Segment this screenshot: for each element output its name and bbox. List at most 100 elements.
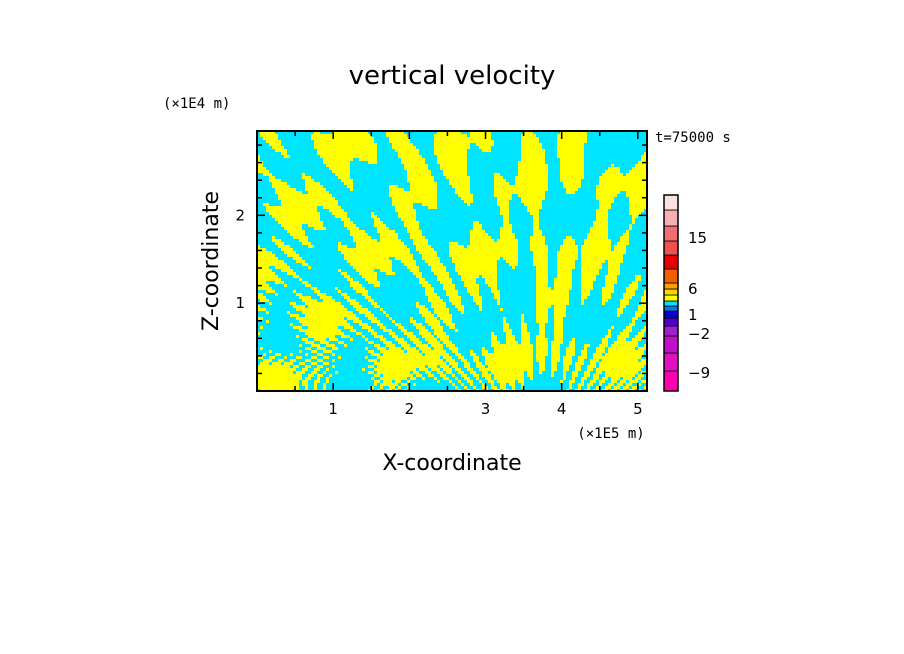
positive-velocity-cell: [587, 368, 593, 371]
positive-velocity-cell: [257, 167, 266, 170]
positive-velocity-cell: [452, 365, 458, 368]
positive-velocity-cell: [296, 335, 299, 338]
positive-velocity-cell: [563, 365, 569, 368]
positive-velocity-cell: [272, 146, 284, 149]
positive-velocity-cell: [626, 287, 638, 290]
positive-velocity-cell: [389, 194, 437, 197]
positive-velocity-cell: [266, 311, 269, 314]
positive-velocity-cell: [536, 278, 548, 281]
positive-velocity-cell: [398, 212, 416, 215]
positive-velocity-cell: [257, 287, 272, 290]
positive-velocity-cell: [473, 359, 479, 362]
positive-velocity-cell: [353, 287, 365, 290]
positive-velocity-cell: [314, 143, 377, 146]
positive-velocity-cell: [437, 275, 449, 278]
positive-velocity-cell: [335, 371, 338, 374]
positive-velocity-cell: [386, 272, 395, 275]
positive-velocity-cell: [479, 368, 533, 371]
positive-velocity-cell: [524, 131, 533, 134]
positive-velocity-cell: [467, 380, 473, 383]
positive-velocity-cell: [554, 320, 563, 323]
positive-velocity-cell: [641, 155, 647, 158]
positive-velocity-cell: [425, 260, 440, 263]
positive-velocity-cell: [521, 386, 524, 389]
positive-velocity-cell: [299, 329, 341, 332]
positive-velocity-cell: [551, 368, 557, 371]
colorbar-band: [663, 254, 679, 270]
positive-velocity-cell: [476, 302, 482, 305]
positive-velocity-cell: [305, 314, 356, 317]
positive-velocity-cell: [446, 371, 452, 374]
positive-velocity-cell: [257, 368, 296, 371]
positive-velocity-cell: [557, 152, 584, 155]
positive-velocity-cell: [500, 308, 503, 311]
positive-velocity-cell: [368, 359, 377, 362]
positive-velocity-cell: [389, 332, 395, 335]
positive-velocity-cell: [590, 230, 608, 233]
positive-velocity-cell: [521, 335, 530, 338]
positive-velocity-cell: [467, 287, 479, 290]
colorbar-band: [663, 240, 679, 256]
positive-velocity-cell: [332, 347, 338, 350]
positive-velocity-cell: [608, 332, 611, 335]
positive-velocity-cell: [314, 380, 320, 383]
positive-velocity-cell: [395, 206, 413, 209]
positive-velocity-cell: [503, 257, 518, 260]
positive-velocity-cell: [581, 263, 602, 266]
positive-velocity-cell: [473, 299, 482, 302]
positive-velocity-cell: [305, 332, 344, 335]
positive-velocity-cell: [302, 176, 311, 179]
positive-velocity-cell: [422, 254, 437, 257]
positive-velocity-cell: [458, 194, 473, 197]
positive-velocity-cell: [284, 251, 296, 254]
positive-velocity-cell: [551, 365, 557, 368]
positive-velocity-cell: [269, 356, 275, 359]
positive-velocity-cell: [299, 296, 311, 299]
positive-velocity-cell: [494, 293, 500, 296]
positive-velocity-cell: [632, 215, 638, 218]
positive-velocity-cell: [443, 368, 452, 371]
positive-velocity-cell: [560, 173, 584, 176]
positive-velocity-cell: [485, 278, 497, 281]
positive-velocity-cell: [335, 173, 350, 176]
positive-velocity-cell: [320, 155, 377, 158]
colorbar-band: [663, 370, 679, 392]
positive-velocity-cell: [257, 365, 290, 368]
positive-velocity-cell: [437, 371, 443, 374]
positive-velocity-cell: [305, 284, 311, 287]
positive-velocity-cell: [614, 341, 638, 344]
positive-velocity-cell: [605, 284, 614, 287]
positive-velocity-cell: [629, 323, 635, 326]
positive-velocity-cell: [332, 353, 335, 356]
positive-velocity-cell: [317, 293, 326, 296]
positive-velocity-cell: [422, 350, 446, 353]
positive-velocity-cell: [560, 179, 581, 182]
positive-velocity-cell: [470, 350, 473, 353]
positive-velocity-cell: [605, 353, 644, 356]
positive-velocity-cell: [536, 269, 548, 272]
positive-velocity-cell: [257, 263, 287, 266]
positive-velocity-cell: [503, 320, 506, 323]
positive-velocity-cell: [515, 176, 548, 179]
positive-velocity-cell: [635, 278, 641, 281]
positive-velocity-cell: [617, 311, 623, 314]
positive-velocity-cell: [341, 272, 347, 275]
positive-velocity-cell: [455, 188, 470, 191]
positive-velocity-cell: [269, 179, 281, 182]
positive-velocity-cell: [608, 329, 611, 332]
positive-velocity-cell: [407, 380, 410, 383]
positive-velocity-cell: [518, 161, 545, 164]
positive-velocity-cell: [563, 242, 575, 245]
positive-velocity-cell: [326, 377, 329, 380]
positive-velocity-cell: [371, 332, 377, 335]
positive-velocity-cell: [620, 380, 626, 383]
positive-velocity-cell: [290, 314, 299, 317]
colorbar-band: [663, 282, 679, 290]
positive-velocity-cell: [554, 281, 572, 284]
positive-velocity-cell: [431, 368, 440, 371]
positive-velocity-cell: [551, 359, 560, 362]
positive-velocity-cell: [305, 377, 311, 380]
positive-velocity-cell: [608, 266, 620, 269]
colorbar-band: [663, 305, 679, 312]
positive-velocity-cell: [644, 386, 647, 389]
